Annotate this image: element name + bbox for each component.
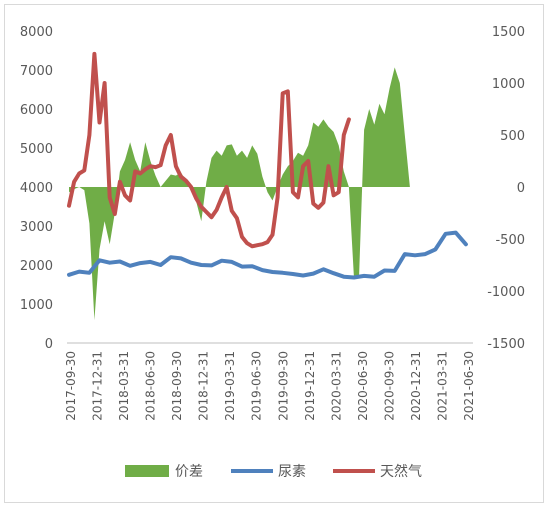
legend-swatch-spread [125, 465, 169, 477]
x-tick-label: 2019-09-30 [276, 351, 290, 421]
legend-label-urea: 尿素 [278, 464, 306, 480]
x-tick-label: 2021-06-30 [462, 351, 476, 421]
x-tick-label: 2018-09-30 [170, 351, 184, 421]
legend-label-spread: 价差 [175, 464, 203, 480]
x-tick-label: 2018-03-31 [117, 351, 131, 421]
right-tick-label: -500 [495, 233, 525, 248]
left-tick-label: 8000 [20, 25, 53, 40]
x-tick-label: 2021-03-31 [435, 351, 449, 421]
x-tick-label: 2020-03-31 [329, 351, 343, 421]
chart-frame: 0 1000 2000 3000 4000 5000 6000 7000 8000 -1500-… [4, 4, 544, 503]
left-tick-label: 5000 [20, 142, 53, 157]
left-tick-label: 4000 [20, 181, 53, 196]
left-tick-label: 2000 [20, 259, 53, 274]
left-tick-label: 3000 [20, 220, 53, 235]
x-tick-label: 2020-09-30 [382, 351, 396, 421]
left-tick-label: 6000 [20, 103, 53, 118]
x-tick-label: 2019-06-30 [250, 351, 264, 421]
right-tick-label: 0 [517, 181, 525, 196]
right-tick-label: -1000 [487, 285, 525, 300]
legend-label-gas: 天然气 [380, 463, 422, 480]
right-axis: -1500 -1000 -500 0 500 1000 1500 [487, 25, 525, 352]
right-tick-label: 500 [500, 129, 525, 144]
left-tick-label: 7000 [20, 64, 53, 79]
series-gas-line [67, 51, 351, 249]
plot-area [67, 51, 468, 321]
left-axis: 0 1000 2000 3000 4000 5000 6000 7000 8000 [20, 25, 53, 352]
x-tick-label: 2020-06-30 [356, 351, 370, 421]
left-tick-label: 1000 [20, 298, 53, 313]
right-tick-label: 1000 [492, 77, 525, 92]
x-tick-label: 2018-06-30 [144, 351, 158, 421]
right-tick-label: 1500 [492, 25, 525, 40]
left-tick-label: 0 [45, 337, 53, 352]
right-tick-label: -1500 [487, 337, 525, 352]
series-spread-area [69, 67, 410, 321]
x-axis: 2017-09-30 2017-12-31 2018-03-31 2018-06-30… [64, 342, 476, 421]
x-tick-label: 2019-03-31 [223, 351, 237, 421]
series-urea-line [67, 230, 468, 280]
x-tick-label: 2017-12-31 [91, 351, 105, 421]
x-tick-label: 2018-12-31 [197, 351, 211, 421]
legend: 价差 尿素 天然气 [125, 463, 422, 480]
x-tick-label: 2020-12-31 [409, 351, 423, 421]
x-tick-label: 2017-09-30 [64, 351, 78, 421]
x-tick-label: 2019-12-31 [303, 351, 317, 421]
